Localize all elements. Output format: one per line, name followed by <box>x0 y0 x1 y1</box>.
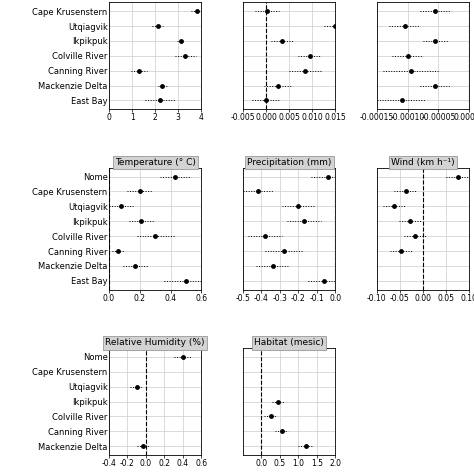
Title: Habitat (mesic): Habitat (mesic) <box>254 338 324 347</box>
Title: Wind (km h⁻¹): Wind (km h⁻¹) <box>391 158 455 167</box>
Title: Relative Humidity (%): Relative Humidity (%) <box>105 338 205 347</box>
Title: Temperature (° C): Temperature (° C) <box>115 158 196 167</box>
Title: Precipitation (mm): Precipitation (mm) <box>247 158 331 167</box>
